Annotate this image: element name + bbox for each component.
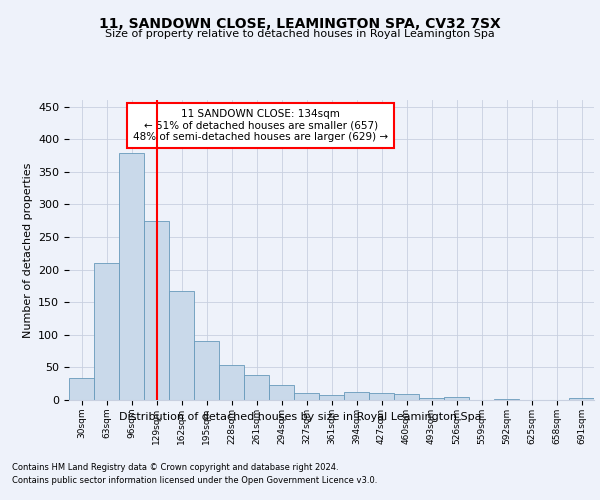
Text: 11, SANDOWN CLOSE, LEAMINGTON SPA, CV32 7SX: 11, SANDOWN CLOSE, LEAMINGTON SPA, CV32 …	[99, 18, 501, 32]
Bar	[244, 374, 269, 400]
Bar	[69, 378, 94, 400]
Bar	[169, 291, 194, 400]
Bar	[119, 154, 144, 400]
Text: Contains HM Land Registry data © Crown copyright and database right 2024.: Contains HM Land Registry data © Crown c…	[12, 464, 338, 472]
Bar	[444, 396, 469, 400]
Bar	[194, 342, 219, 400]
Text: Size of property relative to detached houses in Royal Leamington Spa: Size of property relative to detached ho…	[105, 29, 495, 39]
Text: Distribution of detached houses by size in Royal Leamington Spa: Distribution of detached houses by size …	[119, 412, 481, 422]
Bar	[369, 393, 394, 400]
Text: Contains public sector information licensed under the Open Government Licence v3: Contains public sector information licen…	[12, 476, 377, 485]
Bar	[219, 365, 244, 400]
Bar	[144, 220, 169, 400]
Bar	[294, 393, 319, 400]
Text: 11 SANDOWN CLOSE: 134sqm
← 51% of detached houses are smaller (657)
48% of semi-: 11 SANDOWN CLOSE: 134sqm ← 51% of detach…	[133, 109, 388, 142]
Bar	[569, 398, 594, 400]
Y-axis label: Number of detached properties: Number of detached properties	[23, 162, 32, 338]
Bar	[319, 396, 344, 400]
Bar	[344, 392, 369, 400]
Bar	[94, 263, 119, 400]
Bar	[394, 394, 419, 400]
Bar	[494, 398, 519, 400]
Bar	[419, 398, 444, 400]
Bar	[269, 385, 294, 400]
